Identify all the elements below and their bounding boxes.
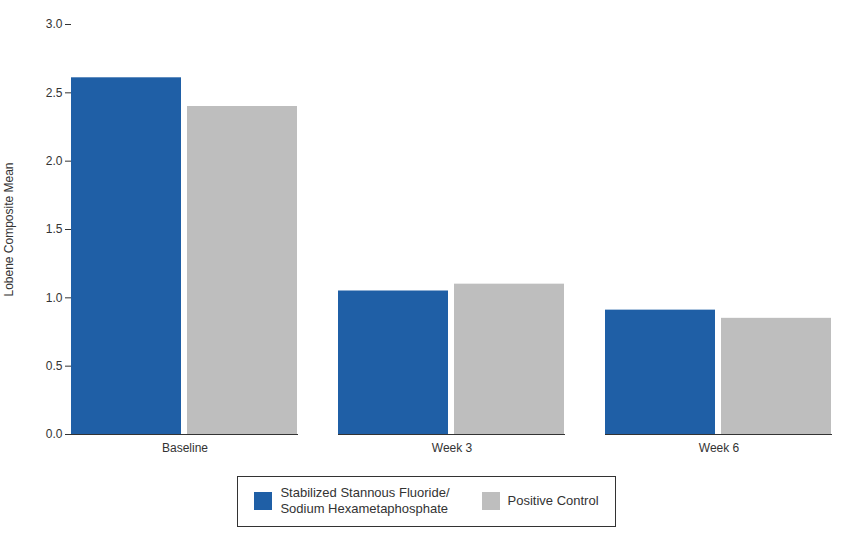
svg-text:Lobene Composite Mean: Lobene Composite Mean [2, 162, 16, 296]
svg-text:1.5: 1.5 [46, 222, 63, 236]
svg-text:0.0: 0.0 [46, 427, 63, 441]
html-text:Positive Control: Positive Control [507, 493, 599, 509]
svg-text:Baseline: Baseline [162, 441, 208, 455]
svg-text:3.0: 3.0 [46, 17, 63, 31]
svg-text:Week 6: Week 6 [699, 441, 740, 455]
svg-text:Week 3: Week 3 [432, 441, 473, 455]
svg-text:1.0: 1.0 [46, 291, 63, 305]
svg-text:2.5: 2.5 [46, 86, 63, 100]
html-text:Stabilized Stannous Fluoride/: Stabilized Stannous Fluoride/ Sodium Hex… [280, 485, 450, 517]
svg-text:0.5: 0.5 [46, 359, 63, 373]
svg-text:2.0: 2.0 [46, 154, 63, 168]
